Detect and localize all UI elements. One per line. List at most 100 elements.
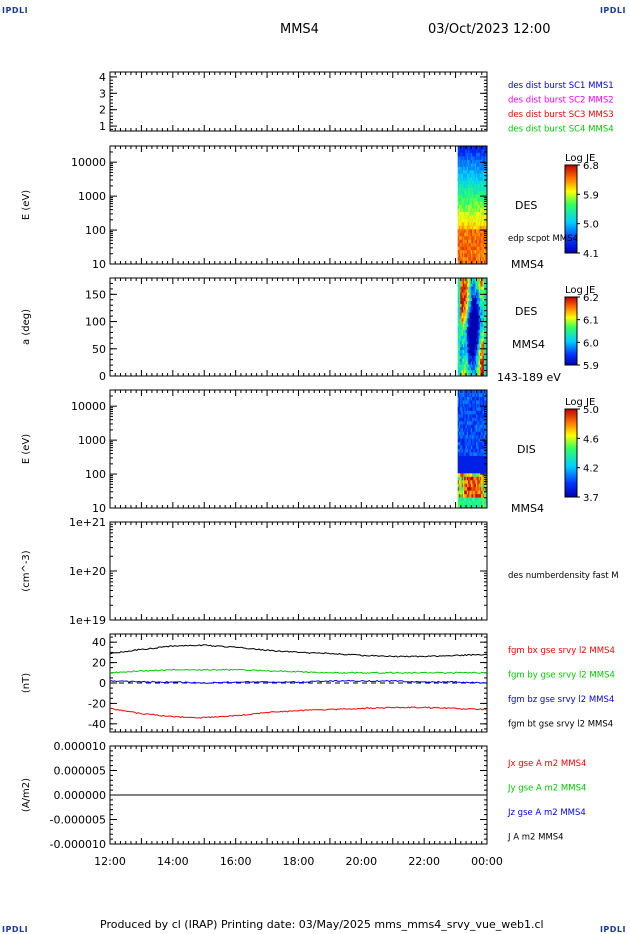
spectrogram-cell-1 — [479, 191, 482, 195]
spectrogram-cell-2 — [457, 332, 460, 337]
spectrogram-cell-3 — [465, 424, 468, 429]
spectrogram-cell-3 — [478, 400, 481, 405]
spectrogram-cell-1 — [470, 166, 473, 171]
spectrogram-cell-3 — [476, 445, 478, 450]
spectrogram-cell-3 — [468, 424, 470, 429]
spectrogram-cell-3 — [464, 452, 466, 457]
spectrogram-cell-3 — [461, 424, 464, 429]
spectrogram-cell-2 — [461, 338, 464, 342]
spectrogram-cell-2 — [460, 315, 463, 319]
spectrogram-cell-3 — [478, 497, 481, 502]
spectrogram-cell-3 — [474, 462, 477, 467]
spectrogram-cell-2 — [468, 335, 470, 339]
spectrogram-cell-3 — [470, 452, 473, 457]
spectrogram-cell-1 — [458, 257, 461, 261]
spectrogram-cell-1 — [474, 180, 477, 185]
spectrogram-cell-2 — [477, 332, 480, 337]
spectrogram-cell-2 — [474, 361, 477, 365]
spectrogram-cell-1 — [460, 149, 463, 154]
spectrogram-cell-1 — [478, 250, 481, 254]
spectrogram-cell-3 — [482, 424, 485, 429]
spectrogram-cell-2 — [477, 306, 480, 311]
spectrogram-cell-3 — [482, 487, 485, 492]
spectrogram-cell-3 — [473, 410, 476, 415]
spectrogram-cell-1 — [457, 159, 460, 164]
spectrogram-cell-2 — [458, 301, 461, 305]
spectrogram-cell-3 — [485, 480, 487, 485]
spectrogram-cell-1 — [468, 173, 470, 178]
spectrogram-cell-3 — [462, 494, 465, 498]
spectrogram-cell-2 — [466, 292, 469, 296]
y-tick-label-1: 10000 — [71, 156, 106, 169]
spectrogram-cell-2 — [482, 280, 485, 285]
spectrogram-cell-1 — [460, 163, 463, 168]
spectrogram-cell-2 — [476, 367, 478, 371]
spectrogram-cell-2 — [483, 355, 486, 360]
spectrogram-cell-1 — [478, 159, 481, 164]
spectrogram-cell-1 — [483, 205, 486, 209]
spectrogram-cell-2 — [479, 295, 482, 299]
spectrogram-cell-1 — [485, 205, 487, 209]
spectrogram-cell-3 — [470, 417, 473, 422]
spectrogram-cell-1 — [469, 180, 472, 185]
spectrogram-cell-2 — [461, 355, 464, 360]
spectrogram-cell-2 — [483, 329, 486, 334]
spectrogram-cell-3 — [478, 452, 481, 457]
spectrogram-cell-1 — [462, 163, 465, 168]
spectrogram-cell-2 — [460, 289, 463, 293]
spectrogram-cell-2 — [470, 289, 473, 293]
spectrogram-cell-2 — [474, 358, 477, 362]
spectrogram-cell-2 — [479, 289, 482, 293]
spectrogram-cell-3 — [462, 462, 465, 467]
spectrogram-cell-2 — [464, 318, 466, 322]
spectrogram-cell-3 — [469, 438, 472, 443]
spectrogram-cell-2 — [477, 344, 480, 348]
panel-frame-1 — [109, 145, 488, 265]
spectrogram-cell-1 — [458, 170, 461, 175]
spectrogram-cell-2 — [485, 370, 487, 374]
spectrogram-cell-2 — [462, 301, 465, 305]
series-line-3 — [109, 644, 488, 658]
spectrogram-cell-1 — [460, 239, 463, 244]
spectrogram-cell-3 — [476, 490, 478, 495]
spectrogram-cell-1 — [477, 194, 480, 199]
spectrogram-cell-2 — [470, 283, 473, 288]
spectrogram-cell-2 — [465, 344, 468, 348]
spectrogram-cell-3 — [458, 497, 461, 502]
spectrogram-cell-1 — [476, 156, 478, 161]
spectrogram-cell-1 — [476, 205, 478, 209]
spectrogram-cell-2 — [482, 335, 485, 339]
spectrogram-cell-1 — [460, 152, 463, 157]
spectrogram-cell-1 — [479, 243, 482, 248]
spectrogram-cell-1 — [476, 173, 478, 178]
spectrogram-cell-3 — [474, 410, 477, 415]
spectrogram-cell-1 — [462, 152, 465, 157]
spectrogram-cell-3 — [470, 469, 473, 474]
spectrogram-cell-1 — [476, 250, 478, 254]
spectrogram-cell-3 — [468, 431, 470, 436]
spectrogram-cell-3 — [479, 400, 482, 405]
spectrogram-cell-3 — [479, 497, 482, 502]
spectrogram-cell-1 — [474, 149, 477, 154]
spectrogram-cell-3 — [483, 497, 486, 502]
spectrogram-cell-2 — [473, 315, 476, 319]
spectrogram-cell-2 — [476, 338, 478, 342]
spectrogram-cell-3 — [458, 483, 461, 488]
spectrogram-cell-2 — [472, 329, 474, 334]
spectrogram-cell-1 — [461, 170, 464, 175]
spectrogram-cell-1 — [477, 180, 480, 185]
spectrogram-cell-1 — [482, 236, 485, 241]
spectrogram-cell-2 — [472, 301, 474, 305]
spectrogram-cell-1 — [477, 243, 480, 248]
spectrogram-cell-2 — [462, 373, 465, 377]
spectrogram-cell-1 — [479, 239, 482, 244]
spectrogram-cell-2 — [479, 278, 482, 282]
spectrogram-cell-2 — [466, 352, 469, 357]
spectrogram-cell-2 — [472, 289, 474, 293]
spectrogram-cell-1 — [466, 149, 469, 154]
spectrogram-cell-3 — [458, 438, 461, 443]
spectrogram-cell-1 — [478, 257, 481, 261]
spectrogram-cell-2 — [468, 303, 470, 308]
colorbar-tick-label-1: 6.8 — [583, 161, 599, 172]
spectrogram-cell-3 — [460, 497, 463, 502]
